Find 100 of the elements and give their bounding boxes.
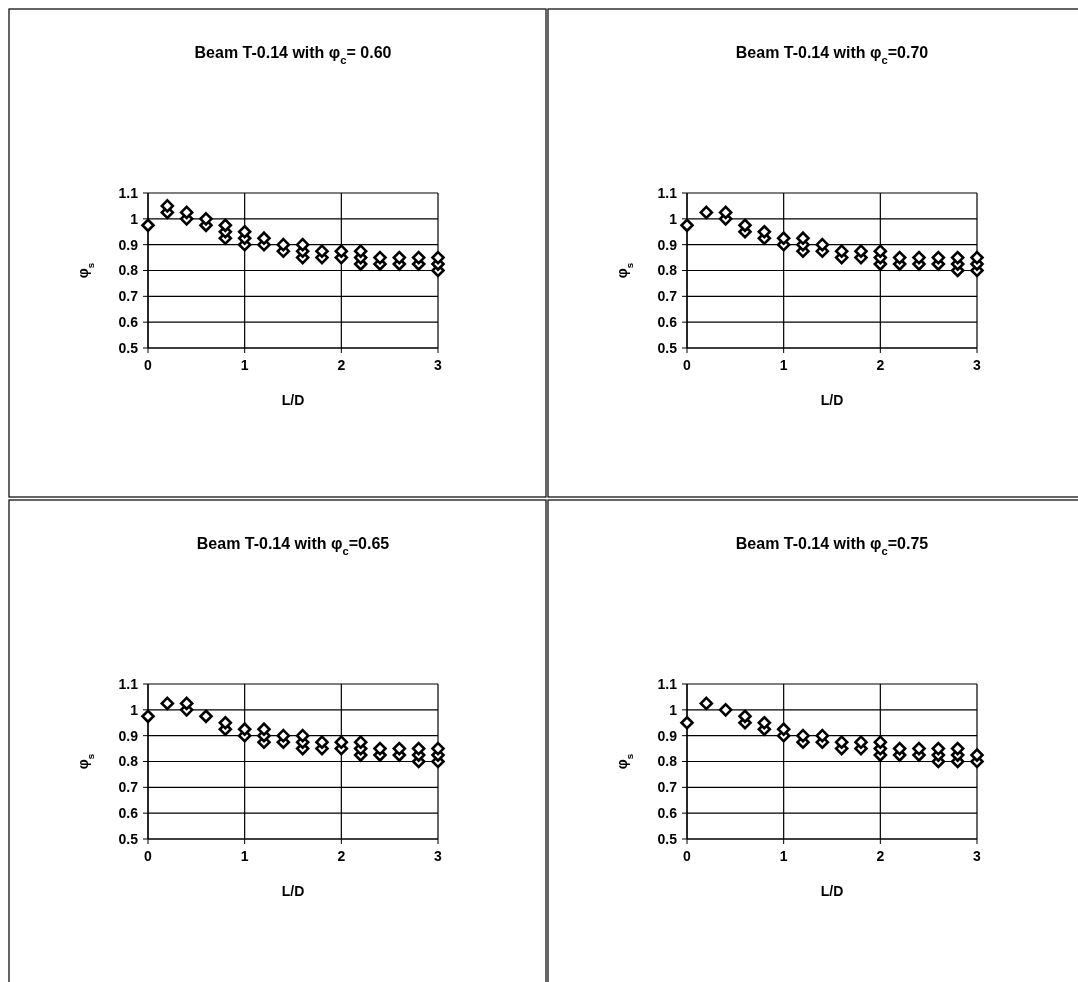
- point: [950, 741, 965, 756]
- x-tick-label: 0: [683, 357, 692, 373]
- y-tick-label: 0.7: [657, 779, 678, 796]
- y-tick-label: 0.5: [657, 339, 678, 356]
- x-axis-title: L/D: [820, 883, 844, 899]
- y-tick-label: 1.1: [657, 184, 678, 201]
- point: [699, 205, 714, 220]
- point: [353, 244, 368, 258]
- x-tick-label: 2: [337, 357, 346, 373]
- point: [276, 237, 291, 252]
- point: [179, 696, 194, 711]
- point: [873, 735, 888, 749]
- x-axis-title: L/D: [281, 883, 305, 899]
- point: [160, 199, 175, 213]
- point: [295, 237, 310, 252]
- x-tick-label: 3: [434, 357, 443, 373]
- point: [411, 741, 426, 756]
- y-tick-label: 0.6: [118, 805, 139, 822]
- point: [315, 735, 329, 749]
- x-tick-label: 1: [240, 848, 249, 864]
- point: [970, 250, 984, 265]
- y-tick-label: 0.9: [118, 236, 139, 253]
- point: [392, 741, 407, 756]
- x-tick-label: 3: [973, 848, 982, 864]
- point: [912, 741, 926, 756]
- x-tick-label: 1: [240, 357, 249, 373]
- y-tick-label: 0.6: [657, 805, 678, 822]
- y-tick-label: 0.5: [118, 830, 139, 847]
- y-tick-label: 1.1: [657, 675, 678, 692]
- y-tick-label: 0.6: [657, 314, 678, 331]
- x-tick-label: 2: [876, 357, 885, 373]
- point: [373, 250, 387, 265]
- point: [776, 722, 791, 737]
- point: [237, 224, 252, 239]
- point: [199, 212, 213, 226]
- y-tick-label: 0.9: [657, 236, 678, 253]
- point: [295, 728, 310, 743]
- point: [718, 205, 733, 220]
- y-tick-label: 0.7: [118, 779, 139, 796]
- y-tick-label: 0.8: [118, 753, 139, 770]
- x-tick-label: 0: [683, 848, 692, 864]
- point: [873, 244, 888, 258]
- point: [680, 218, 694, 233]
- point: [392, 250, 407, 265]
- point: [141, 218, 155, 233]
- chart-title: Beam T-0.14 with φ$_{c}$=0.70: [735, 44, 929, 66]
- x-tick-label: 2: [876, 848, 885, 864]
- x-tick-label: 1: [779, 848, 788, 864]
- point: [738, 709, 752, 724]
- x-axis-title: L/D: [820, 392, 844, 408]
- point: [411, 250, 426, 265]
- point: [931, 250, 946, 265]
- chart-title: Beam T-0.14 with φ$_{c}$=0.75: [735, 535, 929, 557]
- chart-title: Beam T-0.14 with φ$_{c}$=0.65: [196, 535, 390, 557]
- x-tick-label: 2: [337, 848, 346, 864]
- y-tick-label: 0.9: [118, 727, 139, 744]
- point: [892, 741, 907, 756]
- point: [315, 244, 329, 258]
- y-tick-label: 0.5: [657, 830, 678, 847]
- x-axis-title: L/D: [281, 392, 305, 408]
- x-tick-label: 3: [973, 357, 982, 373]
- point: [931, 741, 946, 756]
- x-tick-label: 0: [144, 357, 153, 373]
- point: [699, 696, 714, 711]
- y-tick-label: 0.6: [118, 314, 139, 331]
- point: [431, 741, 445, 756]
- point: [738, 218, 752, 233]
- point: [218, 715, 233, 730]
- x-tick-label: 0: [144, 848, 153, 864]
- y-tick-label: 1: [669, 210, 678, 227]
- point: [796, 728, 810, 743]
- y-tick-label: 1: [669, 701, 678, 718]
- y-tick-label: 0.8: [118, 262, 139, 279]
- chart-title: Beam T-0.14 with φ$_{c}$= 0.60: [194, 44, 392, 66]
- point: [680, 715, 694, 730]
- y-tick-label: 0.8: [657, 262, 678, 279]
- point: [757, 224, 772, 239]
- point: [970, 748, 984, 762]
- point: [854, 735, 868, 749]
- point: [431, 250, 445, 265]
- x-tick-label: 1: [779, 357, 788, 373]
- point: [912, 250, 926, 265]
- point: [815, 728, 830, 743]
- y-tick-label: 1.1: [118, 184, 139, 201]
- point: [334, 244, 349, 258]
- point: [141, 709, 155, 724]
- y-tick-label: 1: [130, 701, 139, 718]
- y-tick-label: 0.7: [657, 288, 678, 305]
- point: [854, 244, 868, 258]
- point: [950, 250, 965, 265]
- point: [757, 715, 772, 730]
- y-tick-label: 0.5: [118, 339, 139, 356]
- point: [334, 735, 349, 749]
- x-tick-label: 3: [434, 848, 443, 864]
- point: [776, 231, 791, 246]
- point: [796, 231, 810, 246]
- point: [179, 205, 194, 220]
- y-tick-label: 1: [130, 210, 139, 227]
- point: [276, 728, 291, 743]
- point: [718, 703, 733, 717]
